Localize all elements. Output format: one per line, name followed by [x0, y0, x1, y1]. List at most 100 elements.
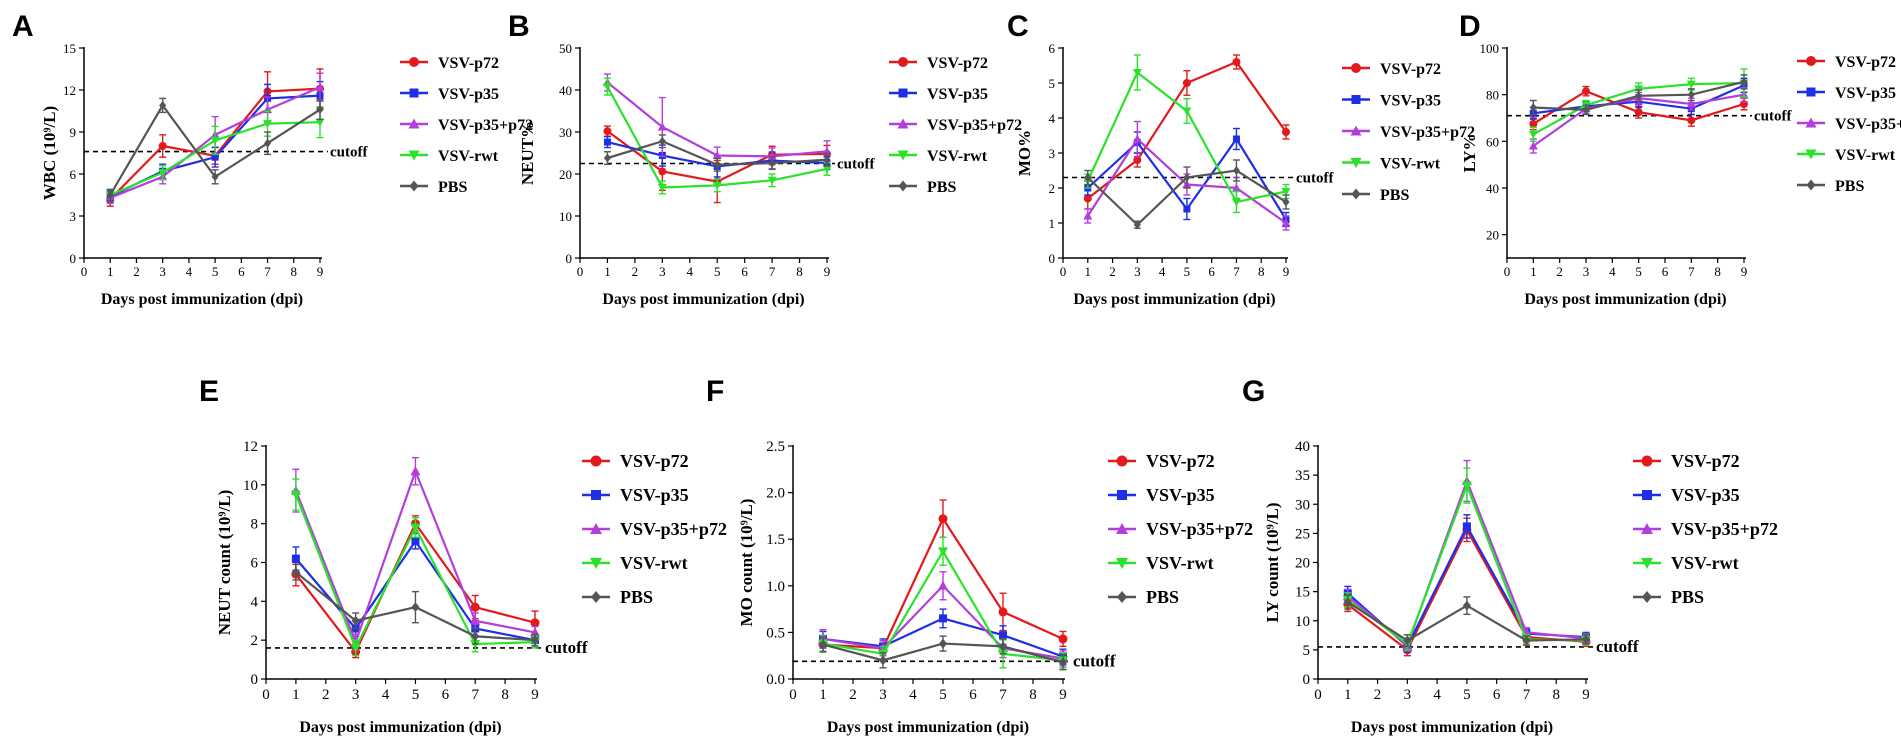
panel-a-x-tick-label: 7 — [264, 264, 271, 279]
panel-c-data-point — [1182, 79, 1191, 87]
panel-f-legend-label: VSV-p35+p72 — [1146, 519, 1253, 539]
panel-c-x-tick-label: 8 — [1258, 264, 1265, 279]
panel-a-x-tick-label: 8 — [291, 264, 298, 279]
panel-e-data-point — [470, 602, 480, 612]
panel-c-data-point — [1084, 173, 1092, 182]
panel-d-data-point — [1582, 105, 1590, 115]
panel-b-x-axis-label: Days post immunization (dpi) — [602, 291, 804, 308]
panel-e-legend-label: VSV-p72 — [620, 451, 689, 471]
panel-b-legend-label: VSV-rwt — [927, 148, 988, 165]
panel-f-y-tick-label: 1.0 — [766, 579, 785, 595]
panel-e-x-tick-label: 5 — [412, 687, 420, 703]
panel-c-y-tick-label: 4 — [1049, 111, 1056, 126]
panel-e-y-tick-label: 6 — [251, 556, 259, 572]
panel-c-data-point — [1231, 198, 1241, 207]
panel-a-legend-label: VSV-rwt — [438, 148, 499, 165]
panel-c-y-tick-label: 2 — [1049, 181, 1056, 196]
panel-c-x-tick-label: 2 — [1109, 264, 1116, 279]
panel-b-legend-label: PBS — [927, 179, 956, 196]
panel-b-legend-marker — [898, 88, 908, 98]
panel-g-legend-marker — [1642, 490, 1652, 500]
panel-a-data-point — [316, 105, 324, 115]
panel-e-y-tick-label: 4 — [251, 594, 259, 610]
panel-c-legend-marker — [1351, 63, 1361, 73]
panel-e-cutoff-label: cutoff — [545, 638, 588, 657]
panel-c-x-tick-label: 9 — [1283, 264, 1290, 279]
panel-d-legend-marker — [1805, 117, 1817, 128]
panel-a-legend-marker — [408, 118, 420, 129]
panel-c-cutoff-label: cutoff — [1296, 171, 1334, 187]
panel-e-letter: E — [199, 375, 219, 408]
panel-b-legend: VSV-p72 VSV-p35 VSV-p35+p72 VSV-rwt PBS — [889, 55, 1022, 196]
panel-f-x-tick-label: 7 — [999, 687, 1007, 703]
panel-a-x-tick-label: 6 — [238, 264, 245, 279]
panel-g-data-point — [1343, 597, 1352, 608]
panel-f-x-tick-label: 9 — [1059, 687, 1067, 703]
panel-c-y-tick-label: 3 — [1049, 146, 1056, 161]
panel-a-y-tick-label: 3 — [70, 209, 77, 224]
panel-d-y-tick-label: 80 — [1486, 88, 1499, 103]
panel-c-data-point — [1083, 194, 1092, 203]
panel-d-data-point — [1635, 91, 1643, 101]
panel-e-data-point — [410, 466, 421, 476]
panel-f-x-tick-label: 1 — [819, 687, 827, 703]
panel-c-x-tick-label: 7 — [1233, 264, 1240, 279]
panel-d-x-tick-label: 1 — [1530, 264, 1537, 279]
panel-d-x-tick-label: 0 — [1504, 264, 1511, 279]
panel-f-y-tick-label: 1.5 — [766, 532, 785, 548]
panel-a-x-tick-label: 9 — [317, 264, 324, 279]
panel-d-data-point — [1528, 141, 1538, 150]
panel-g-data-point — [1403, 635, 1412, 646]
panel-b-legend-marker — [897, 150, 909, 161]
panel-e-x-tick-label: 0 — [262, 687, 270, 703]
panel-e-x-tick-label: 6 — [442, 687, 450, 703]
panel-a-data-point — [158, 169, 168, 178]
panel-c-data-point — [1133, 156, 1142, 164]
panel-c-data-point — [1132, 134, 1142, 143]
panel-b: B 0 1 2 3 4 5 6 7 8 9 0 10 20 30 40 50 NEUT% Days post imm… — [508, 10, 1022, 308]
panel-f-letter: F — [706, 375, 724, 408]
panel-g-x-tick-label: 6 — [1493, 687, 1501, 703]
panel-g-legend-marker — [1641, 523, 1653, 534]
panel-b-series-pbs — [603, 134, 831, 172]
panel-e-legend-label: VSV-rwt — [620, 553, 688, 573]
panel-a-data-point — [263, 120, 273, 129]
panel-d-legend: VSV-p72 VSV-p35 VSV-p35+p72 VSV-rwt PBS — [1797, 54, 1901, 195]
panel-g-data-point — [1582, 634, 1590, 645]
panel-a-x-tick-label: 0 — [81, 264, 88, 279]
panel-b-data-point — [603, 127, 612, 136]
panel-e-legend-label: VSV-p35 — [620, 485, 689, 505]
panel-c-x-tick-label: 5 — [1184, 264, 1191, 279]
panel-c-x-tick-label: 3 — [1134, 264, 1141, 279]
panel-a-cutoff-label: cutoff — [330, 145, 368, 161]
panel-e-x-tick-label: 8 — [501, 687, 509, 703]
panel-b-data-point — [603, 138, 611, 146]
panel-b-x-tick-label: 7 — [769, 264, 776, 279]
panel-g-data-point — [1462, 522, 1471, 531]
panel-b-data-point — [658, 167, 667, 176]
panel-f-x-tick-label: 6 — [969, 687, 977, 703]
panel-g-y-tick-label: 25 — [1295, 526, 1310, 542]
panel-f-legend: VSV-p72 VSV-p35 VSV-p35+p72 VSV-rwt PBS — [1108, 451, 1253, 607]
panel-e-x-tick-label: 1 — [292, 687, 300, 703]
panel-f-x-tick-label: 5 — [939, 687, 947, 703]
panel-c-legend-label: VSV-p35 — [1380, 93, 1441, 110]
panel-c-legend-label: PBS — [1380, 187, 1409, 204]
panel-f-data-point — [938, 514, 948, 524]
panel-d-data-point — [1529, 119, 1538, 128]
panel-c-x-tick-label: 6 — [1208, 264, 1215, 279]
panel-a-legend-label: VSV-p72 — [438, 55, 499, 72]
panel-d-data-point — [1528, 130, 1538, 139]
panel-d-legend-label: VSV-p72 — [1835, 54, 1896, 71]
panel-g-y-tick-label: 5 — [1303, 643, 1311, 659]
panel-f-data-point — [999, 641, 1007, 652]
panel-a-legend-marker — [409, 57, 419, 67]
panel-e-legend-marker — [591, 591, 601, 603]
panel-b-y-tick-label: 40 — [559, 83, 572, 98]
panel-f-x-tick-label: 8 — [1029, 687, 1037, 703]
panel-f-legend-marker — [1117, 591, 1127, 603]
panel-d-data-point — [1687, 90, 1695, 100]
panel-b-data-point — [712, 151, 722, 160]
panel-b-y-tick-label: 30 — [559, 125, 572, 140]
